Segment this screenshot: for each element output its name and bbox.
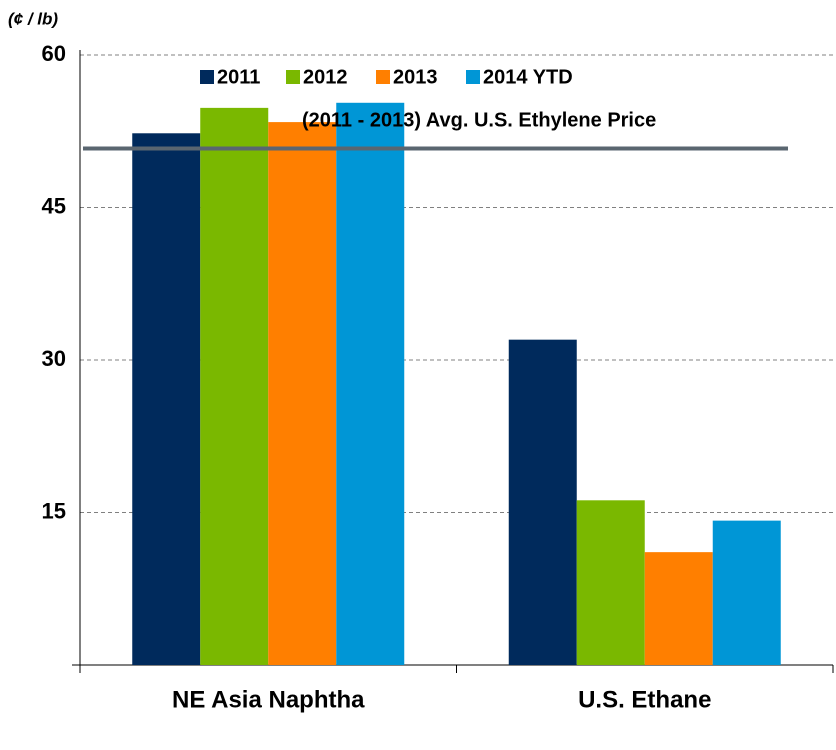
legend-swatch (466, 70, 480, 84)
bar (576, 500, 645, 665)
y-tick-label: 15 (42, 498, 66, 523)
y-tick-label: 30 (42, 346, 66, 371)
y-tick-label: 45 (42, 193, 66, 218)
x-tick-label: NE Asia Naphtha (172, 686, 365, 713)
legend-label: 2011 (217, 66, 260, 88)
unit-label: (¢ / lb) (8, 9, 58, 28)
bar (644, 552, 713, 665)
legend-swatch (200, 70, 214, 84)
bar (132, 133, 201, 666)
legend-swatch (286, 70, 300, 84)
legend-label: 2013 (393, 66, 438, 88)
bar (712, 520, 781, 665)
bar (508, 339, 577, 665)
legend-label: 2012 (303, 66, 348, 88)
bar (200, 107, 269, 665)
y-tick-label: 60 (42, 41, 66, 66)
x-tick-label: U.S. Ethane (578, 686, 711, 713)
legend-label: 2014 YTD (483, 66, 573, 88)
legend-swatch (376, 70, 390, 84)
reference-label: (2011 - 2013) Avg. U.S. Ethylene Price (302, 109, 656, 131)
bar (268, 122, 337, 666)
bar (336, 102, 405, 666)
